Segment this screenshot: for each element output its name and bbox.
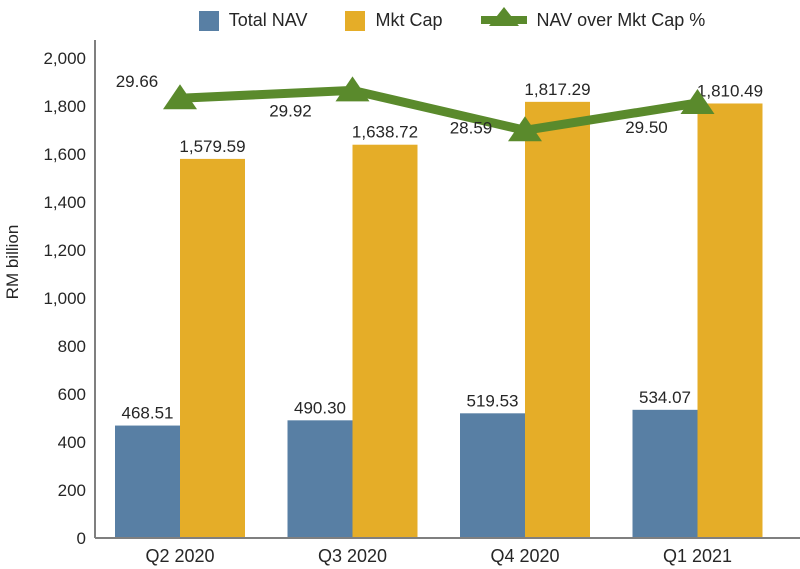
legend-item-total-nav: Total NAV [198, 10, 308, 31]
bar-total-nav-q4-2020 [460, 413, 525, 538]
y-tick-label-2-000: 2,000 [43, 49, 86, 68]
line-label-q4-2020: 28.59 [450, 118, 493, 137]
bar-label-total-nav-q2-2020: 468.51 [122, 404, 174, 423]
line-nav-over-mkt-cap [179, 85, 699, 135]
legend-item-nav-over-mkt-cap: NAV over Mkt Cap % [480, 5, 706, 36]
x-tick-label-q3-2020: Q3 2020 [318, 546, 387, 566]
bar-total-nav-q1-2021 [632, 409, 698, 538]
x-tick-label-q2-2020: Q2 2020 [145, 546, 214, 566]
line-label-q3-2020: 29.92 [269, 101, 312, 120]
line-marker-q4-2020 [508, 116, 542, 142]
y-tick-label-0: 0 [77, 529, 86, 548]
legend-label-nav-over-mkt-cap: NAV over Mkt Cap % [536, 10, 706, 30]
chart-legend: Total NAV Mkt Cap NAV over Mkt Cap % [104, 5, 800, 36]
bar-label-mkt-cap-q4-2020: 1,817.29 [524, 80, 590, 99]
bar-label-total-nav-q4-2020: 519.53 [467, 391, 519, 410]
y-tick-label-1-600: 1,600 [43, 145, 86, 164]
y-tick-label-1-800: 1,800 [43, 97, 86, 116]
legend-item-mkt-cap: Mkt Cap [345, 10, 443, 31]
x-tick-label-q4-2020: Q4 2020 [490, 546, 559, 566]
y-tick-label-400: 400 [58, 433, 86, 452]
line-label-q1-2021: 29.50 [625, 118, 668, 137]
x-tick-label-q1-2021: Q1 2021 [663, 546, 732, 566]
bar-label-mkt-cap-q3-2020: 1,638.72 [352, 123, 418, 142]
bar-mkt-cap-q1-2021 [697, 103, 763, 539]
mkt-cap-swatch-icon [345, 10, 366, 31]
bar-mkt-cap-q2-2020 [180, 158, 245, 538]
line-label-q2-2020: 29.66 [116, 72, 159, 91]
y-tick-label-1-000: 1,000 [43, 289, 86, 308]
legend-label-total-nav: Total NAV [228, 10, 308, 30]
bar-mkt-cap-q4-2020 [525, 101, 590, 538]
total-nav-swatch-icon [198, 10, 219, 31]
y-tick-label-200: 200 [58, 481, 86, 500]
legend-label-mkt-cap: Mkt Cap [375, 10, 443, 30]
bar-total-nav-q2-2020 [115, 425, 180, 538]
bar-total-nav-q3-2020 [287, 420, 353, 538]
bar-mkt-cap-q3-2020 [352, 144, 418, 538]
bar-label-total-nav-q3-2020: 490.30 [294, 398, 346, 417]
bar-label-mkt-cap-q1-2021: 1,810.49 [697, 81, 763, 100]
line-triangle-marker-icon [480, 5, 527, 36]
y-tick-label-600: 600 [58, 385, 86, 404]
line-marker-q2-2020 [163, 84, 197, 110]
y-tick-label-1-200: 1,200 [43, 241, 86, 260]
y-tick-label-800: 800 [58, 337, 86, 356]
bar-label-total-nav-q1-2021: 534.07 [639, 388, 691, 407]
y-tick-label-1-400: 1,400 [43, 193, 86, 212]
bar-label-mkt-cap-q2-2020: 1,579.59 [179, 137, 245, 156]
line-marker-q1-2021 [680, 89, 715, 114]
line-marker-q3-2020 [335, 76, 370, 102]
